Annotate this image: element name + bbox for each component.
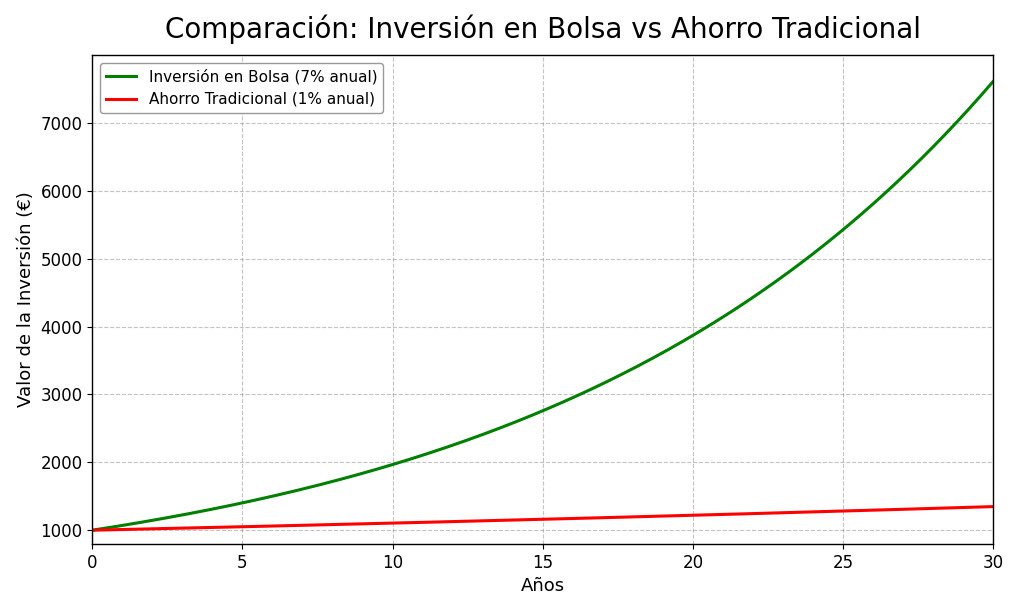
Line: Inversión en Bolsa (7% anual): Inversión en Bolsa (7% anual) (92, 81, 993, 530)
Title: Comparación: Inversión en Bolsa vs Ahorro Tradicional: Comparación: Inversión en Bolsa vs Ahorr… (165, 15, 921, 45)
Y-axis label: Valor de la Inversión (€): Valor de la Inversión (€) (16, 191, 35, 408)
Ahorro Tradicional (1% anual) (89, 527, 101, 534)
Inversión en Bolsa (7% anual) (638, 359, 650, 367)
Inversión en Bolsa (7% anual) (620, 368, 632, 376)
Legend: Inversión en Bolsa (7% anual), Ahorro Tradicional (1% anual): Inversión en Bolsa (7% anual), Ahorro Tr… (99, 63, 383, 113)
Inversión en Bolsa (7% anual) (987, 78, 999, 85)
Inversión en Bolsa (7% anual) (89, 526, 101, 533)
Ahorro Tradicional (1% anual) (620, 513, 632, 521)
Inversión en Bolsa (7% anual) (86, 527, 98, 534)
Ahorro Tradicional (1% anual) (638, 513, 650, 521)
X-axis label: Años: Años (520, 577, 565, 595)
Line: Ahorro Tradicional (1% anual): Ahorro Tradicional (1% anual) (92, 507, 993, 530)
Ahorro Tradicional (1% anual) (987, 503, 999, 510)
Ahorro Tradicional (1% anual) (86, 527, 98, 534)
Ahorro Tradicional (1% anual) (846, 507, 858, 514)
Inversión en Bolsa (7% anual) (846, 219, 858, 226)
Inversión en Bolsa (7% anual) (903, 167, 915, 174)
Ahorro Tradicional (1% anual) (903, 505, 915, 513)
Inversión en Bolsa (7% anual) (623, 367, 635, 375)
Ahorro Tradicional (1% anual) (623, 513, 635, 521)
